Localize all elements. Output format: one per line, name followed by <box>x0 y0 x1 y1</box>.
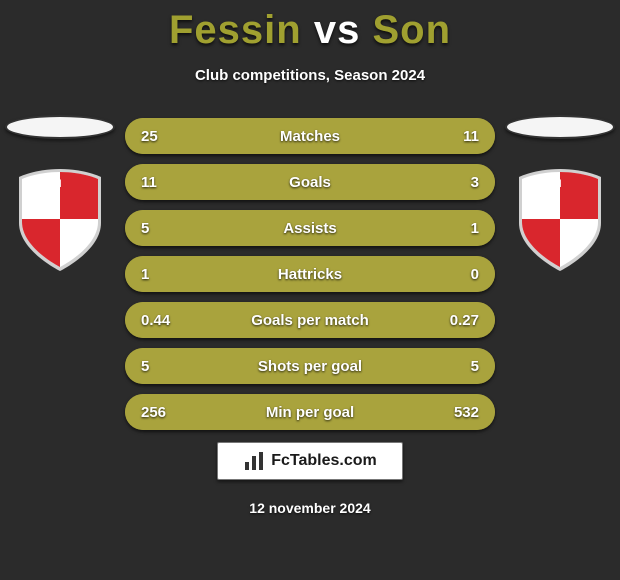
stat-value-right: 0.27 <box>450 302 479 338</box>
stat-value-right: 3 <box>471 164 479 200</box>
stat-row: 11Goals3 <box>125 164 495 200</box>
player-b-name: Son <box>372 8 451 52</box>
vs-text: vs <box>314 8 361 52</box>
player-b-column: I <box>500 115 620 278</box>
stat-value-right: 0 <box>471 256 479 292</box>
stat-value-right: 532 <box>454 394 479 430</box>
stats-area: 25Matches1111Goals35Assists11Hattricks00… <box>110 118 510 440</box>
page-title: Fessin vs Son <box>0 8 620 53</box>
stat-value-right: 11 <box>463 118 479 154</box>
player-a-column: I <box>0 115 120 278</box>
flag-placeholder-left <box>5 115 115 139</box>
svg-text:I: I <box>58 178 61 190</box>
source-logo-box: FcTables.com <box>217 442 403 480</box>
stat-label: Hattricks <box>125 256 495 292</box>
source-logo-text: FcTables.com <box>271 452 377 470</box>
stat-label: Goals <box>125 164 495 200</box>
club-shield-right: I <box>515 167 605 273</box>
subtitle: Club competitions, Season 2024 <box>0 67 620 84</box>
stat-label: Goals per match <box>125 302 495 338</box>
stat-row: 5Shots per goal5 <box>125 348 495 384</box>
flag-placeholder-right <box>505 115 615 139</box>
stat-value-right: 5 <box>471 348 479 384</box>
stat-row: 0.44Goals per match0.27 <box>125 302 495 338</box>
stat-label: Assists <box>125 210 495 246</box>
stat-label: Matches <box>125 118 495 154</box>
club-shield-left: I <box>15 167 105 273</box>
svg-text:I: I <box>558 178 561 190</box>
stat-label: Shots per goal <box>125 348 495 384</box>
stat-row: 25Matches11 <box>125 118 495 154</box>
player-a-name: Fessin <box>169 8 302 52</box>
chart-icon <box>243 450 265 472</box>
header: Fessin vs Son Club competitions, Season … <box>0 0 620 84</box>
stat-row: 256Min per goal532 <box>125 394 495 430</box>
stat-value-right: 1 <box>471 210 479 246</box>
stat-label: Min per goal <box>125 394 495 430</box>
stat-row: 5Assists1 <box>125 210 495 246</box>
stat-row: 1Hattricks0 <box>125 256 495 292</box>
date-text: 12 november 2024 <box>0 500 620 516</box>
